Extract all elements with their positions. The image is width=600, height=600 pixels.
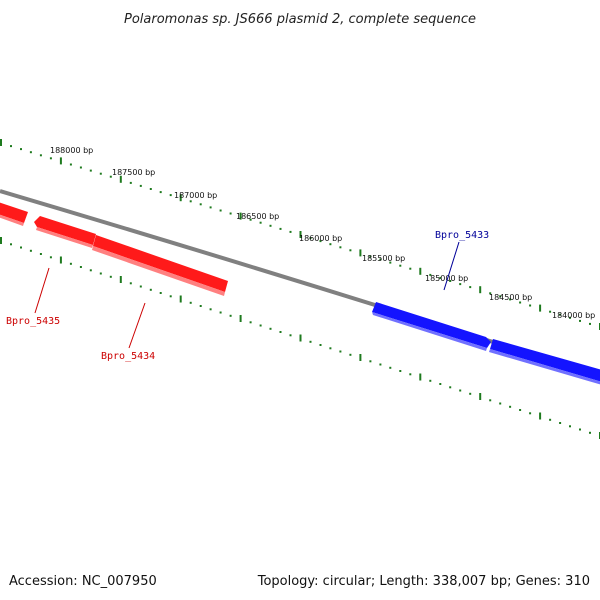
inner-tick-ring [0,237,600,439]
bp-label: 186000 bp [299,234,342,243]
topology-summary: Topology: circular; Length: 338,007 bp; … [257,574,590,589]
gene-arrow-bpro-5434[interactable] [92,235,228,296]
label-leader-bpro-5435 [34,267,50,314]
bp-label: 184000 bp [552,311,595,320]
bp-label-group: 188000 bp 187500 bp 187000 bp 186500 bp 1860… [50,146,595,320]
gene-arrow-bpro-5433[interactable] [372,302,491,351]
label-leader-bpro-5434 [128,302,146,349]
gene-arrow-bpro-5435[interactable] [34,216,96,248]
accession-text: Accession: NC_007950 [9,574,157,589]
gene-label-bpro-5435[interactable]: Bpro_5435 [6,316,60,327]
gene-arrow-reverse-partial[interactable] [0,202,28,226]
bp-label: 187000 bp [174,191,217,200]
gene-label-bpro-5433[interactable]: Bpro_5433 [435,230,489,241]
outer-tick-ring [0,139,600,330]
map-title: Polaromonas sp. JS666 plasmid 2, complet… [124,12,476,27]
bp-label: 188000 bp [50,146,93,155]
bp-label: 186500 bp [236,212,279,221]
bp-label: 185000 bp [425,274,468,283]
label-leader-bpro-5433 [443,241,460,291]
bp-label: 187500 bp [112,168,155,177]
gene-label-bpro-5434[interactable]: Bpro_5434 [101,351,155,362]
bp-label: 184500 bp [489,293,532,302]
bp-label: 185500 bp [362,254,405,263]
gene-arrow-forward-partial[interactable] [489,339,600,385]
